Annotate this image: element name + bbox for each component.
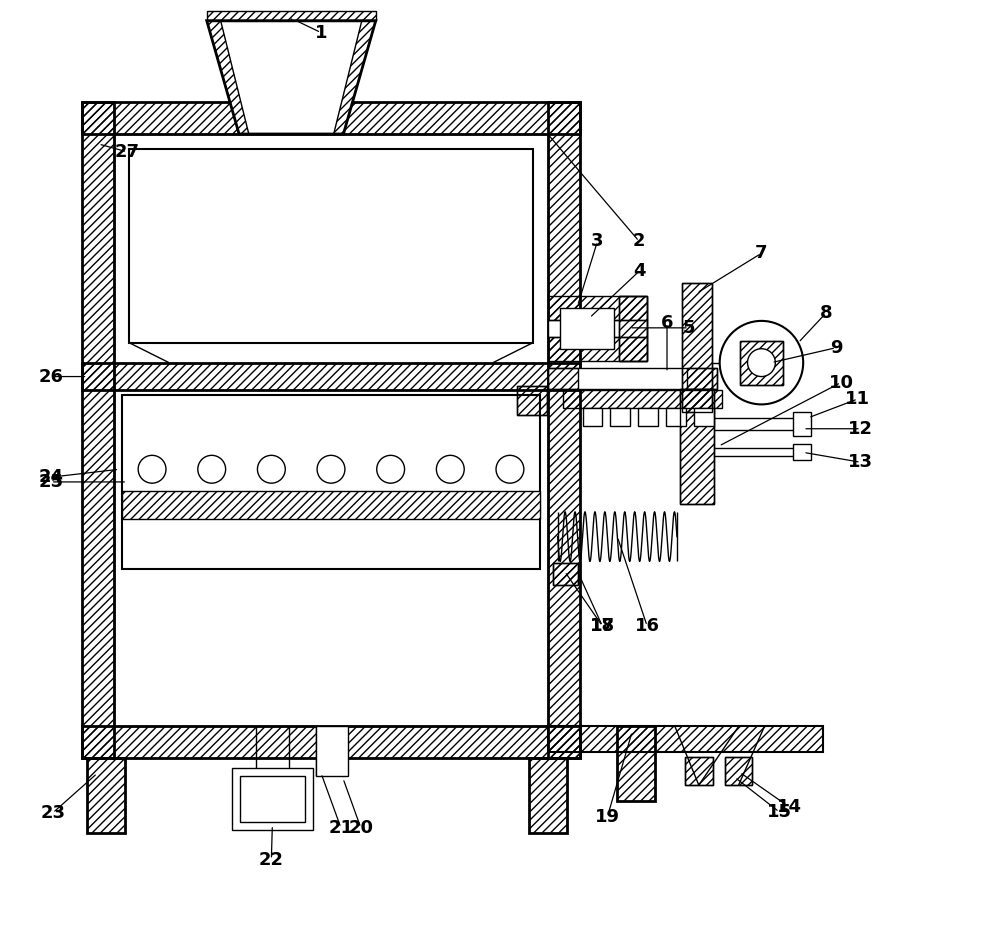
Polygon shape [207, 21, 376, 134]
Bar [517, 385, 547, 415]
Text: 24: 24 [38, 468, 63, 486]
Bar [517, 385, 547, 415]
Bar [740, 341, 783, 384]
Circle shape [496, 455, 524, 483]
Bar [680, 389, 714, 504]
Text: 1: 1 [315, 24, 327, 41]
Bar [583, 408, 602, 426]
Text: 7: 7 [755, 244, 768, 262]
Text: 2: 2 [633, 232, 645, 250]
Text: 19: 19 [595, 808, 620, 826]
Bar [240, 776, 305, 822]
Circle shape [377, 455, 405, 483]
Bar [680, 389, 714, 504]
Text: 4: 4 [633, 262, 645, 280]
Bar [529, 759, 567, 833]
Text: 12: 12 [848, 420, 873, 438]
Bar [82, 363, 580, 390]
Bar [207, 10, 376, 21]
Bar [553, 563, 578, 586]
Text: 25: 25 [38, 473, 63, 491]
Bar [82, 727, 580, 759]
Bar [82, 102, 114, 759]
Circle shape [436, 455, 464, 483]
Bar [548, 368, 578, 389]
Bar [610, 408, 630, 426]
Circle shape [748, 349, 775, 377]
Text: 23: 23 [40, 804, 65, 822]
Text: 15: 15 [767, 803, 792, 821]
Bar [548, 320, 647, 337]
Bar [82, 102, 580, 134]
Bar [666, 408, 686, 426]
Text: 5: 5 [683, 319, 695, 337]
Circle shape [138, 455, 166, 483]
Bar [563, 390, 722, 408]
Bar [122, 491, 540, 519]
Bar [740, 341, 783, 384]
Text: 9: 9 [830, 338, 842, 356]
Text: 11: 11 [845, 390, 870, 408]
Bar [793, 412, 811, 436]
Circle shape [720, 321, 803, 404]
Bar [560, 308, 614, 349]
Bar [682, 283, 712, 413]
Bar [682, 283, 712, 413]
Bar [619, 296, 647, 361]
Text: 14: 14 [777, 798, 802, 816]
Circle shape [257, 455, 285, 483]
Bar [232, 768, 313, 830]
Circle shape [317, 455, 345, 483]
Text: 8: 8 [820, 304, 832, 321]
Text: 26: 26 [38, 368, 63, 385]
Bar [685, 758, 713, 785]
Text: 20: 20 [348, 819, 373, 837]
Bar [619, 296, 647, 361]
Text: 22: 22 [259, 851, 284, 869]
Bar [114, 134, 548, 727]
Bar [685, 758, 713, 785]
Text: 3: 3 [591, 232, 604, 250]
Bar [87, 759, 125, 833]
Bar [548, 337, 647, 361]
Text: 13: 13 [848, 453, 873, 471]
Bar [316, 727, 348, 776]
Bar [122, 396, 540, 570]
Bar [548, 296, 647, 320]
Circle shape [198, 455, 226, 483]
Text: 27: 27 [115, 143, 140, 161]
Text: 17: 17 [590, 617, 615, 635]
Bar [694, 408, 714, 426]
Text: 18: 18 [590, 617, 615, 635]
Bar [553, 563, 578, 586]
Bar [548, 727, 823, 752]
Bar [548, 368, 717, 389]
Bar [687, 368, 717, 389]
Bar [725, 758, 752, 785]
Bar [129, 149, 533, 343]
Bar [548, 102, 580, 759]
Text: 16: 16 [635, 617, 660, 635]
Text: 21: 21 [328, 819, 353, 837]
Bar [793, 445, 811, 461]
Bar [638, 408, 658, 426]
Text: 10: 10 [828, 373, 853, 392]
Bar [617, 727, 655, 801]
Bar [725, 758, 752, 785]
Text: 6: 6 [661, 314, 673, 332]
